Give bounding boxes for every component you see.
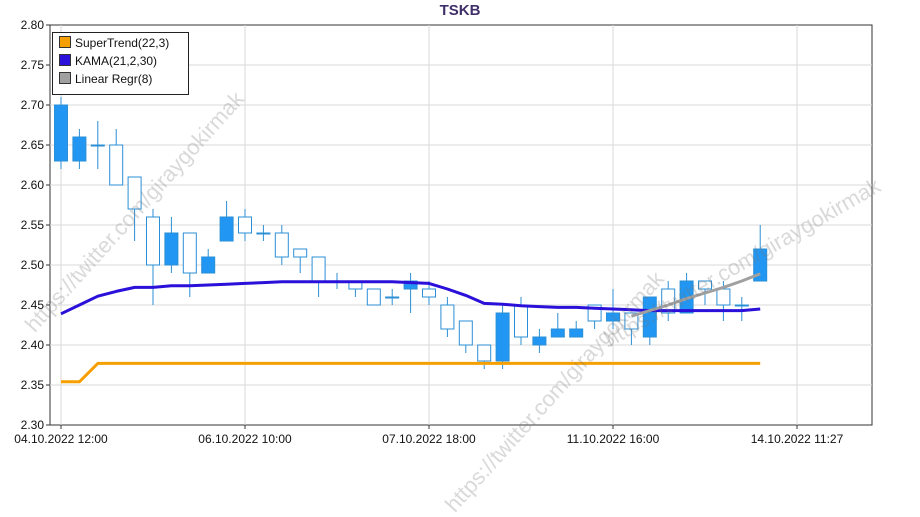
y-tick-label: 2.60 xyxy=(21,178,45,192)
legend-item-linear-regr: Linear Regr(8) xyxy=(59,72,152,86)
candle-up xyxy=(146,216,160,266)
candle-down xyxy=(54,104,68,162)
candle-down xyxy=(201,256,216,274)
candle-down xyxy=(403,280,418,290)
candle-up xyxy=(716,288,731,306)
candle-up xyxy=(256,232,271,235)
legend-label: Linear Regr(8) xyxy=(75,72,153,86)
candle-up xyxy=(127,176,142,210)
candle-up xyxy=(90,144,105,147)
y-tick-label: 2.80 xyxy=(21,18,45,32)
y-tick-label: 2.30 xyxy=(21,418,45,432)
candle-up xyxy=(385,296,400,299)
candle-down xyxy=(532,336,547,346)
y-tick-label: 2.35 xyxy=(21,378,45,392)
legend-label: KAMA(21,2,30) xyxy=(75,54,158,68)
x-tick-label: 04.10.2022 12:00 xyxy=(14,432,108,446)
candle-up xyxy=(311,256,326,282)
legend: SuperTrend(22,3) KAMA(21,2,30) Linear Re… xyxy=(52,32,189,95)
candle-down xyxy=(164,232,179,266)
y-tick-label: 2.45 xyxy=(21,298,45,312)
legend-item-supertrend: SuperTrend(22,3) xyxy=(59,36,169,50)
candle-down xyxy=(606,312,620,322)
candle-down xyxy=(569,328,584,338)
x-tick-label: 14.10.2022 11:27 xyxy=(751,432,844,446)
y-tick-label: 2.70 xyxy=(21,98,45,112)
candle-up xyxy=(293,248,308,258)
candle-down xyxy=(219,216,234,242)
supertrend-line xyxy=(61,361,761,384)
y-tick-label: 2.40 xyxy=(21,338,45,352)
chart: TSKB 2.80 2.75 2.70 2.65 2.60 2.55 2.50 2.45 2.4… xyxy=(14,2,884,517)
candle-down xyxy=(642,296,657,338)
legend-swatch-linear-regr xyxy=(59,72,71,84)
candle-up xyxy=(698,280,712,290)
candle-up xyxy=(366,288,381,306)
candle-up xyxy=(274,232,289,258)
candle-up xyxy=(734,304,749,307)
candle-down xyxy=(495,312,510,362)
candle-up xyxy=(238,216,252,234)
candle-up xyxy=(182,232,197,274)
legend-swatch-supertrend xyxy=(59,36,71,48)
candle-down xyxy=(753,248,768,282)
candle-up xyxy=(477,344,492,362)
kama-line xyxy=(60,280,761,316)
chart-title: TSKB xyxy=(439,2,481,19)
chart-plot: 2.80 2.75 2.70 2.65 2.60 2.55 2.50 2.45 2.40 2.35… xyxy=(14,18,873,446)
y-tick-label: 2.65 xyxy=(21,138,45,152)
candle-up xyxy=(440,304,455,330)
linear-regression-line xyxy=(630,272,761,318)
x-tick-label: 11.10.2022 16:00 xyxy=(567,432,660,446)
x-tick-label: 06.10.2022 10:00 xyxy=(198,432,292,446)
y-tick-label: 2.75 xyxy=(21,58,45,72)
candle-down xyxy=(550,328,565,338)
y-tick-label: 2.55 xyxy=(21,218,45,232)
candle-up xyxy=(422,288,436,298)
candle-up xyxy=(109,144,124,186)
candle-up xyxy=(458,320,473,346)
candle-up xyxy=(514,304,528,338)
x-tick-label: 07.10.2022 18:00 xyxy=(382,432,476,446)
candle-down xyxy=(72,136,87,162)
legend-label: SuperTrend(22,3) xyxy=(75,36,170,50)
legend-item-kama: KAMA(21,2,30) xyxy=(59,54,157,68)
candle-up xyxy=(624,312,639,330)
y-tick-label: 2.50 xyxy=(21,258,45,272)
legend-swatch-kama xyxy=(59,54,71,66)
